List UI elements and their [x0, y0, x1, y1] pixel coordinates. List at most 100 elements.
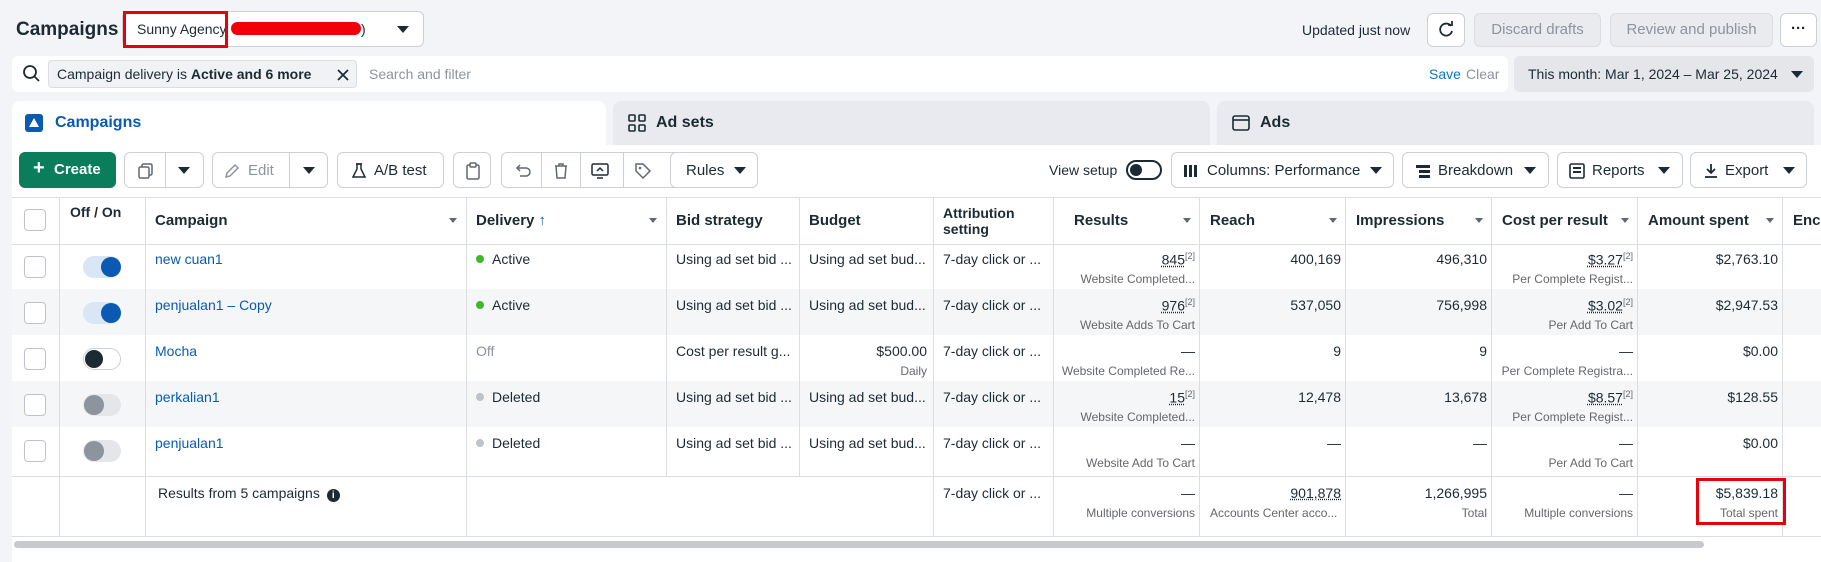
- campaign-name-link[interactable]: perkalian1: [155, 389, 220, 405]
- divider: [580, 153, 581, 187]
- cost-per-result-sub: Per Complete Registra...: [1501, 364, 1633, 378]
- column-header-amount-spent[interactable]: Amount spent: [1648, 212, 1749, 229]
- tab-ads[interactable]: Ads: [1217, 101, 1814, 146]
- column-header-results[interactable]: Results: [1074, 212, 1129, 229]
- sort-caret-icon: [1475, 218, 1483, 223]
- delivery-status-text: Deleted: [492, 389, 541, 405]
- table-row[interactable]: penjualan1 – Copy Active Using ad set bid …: [0, 290, 1821, 336]
- create-button[interactable]: + Create: [19, 152, 116, 188]
- totals-attribution: 7-day click or ...: [943, 485, 1042, 501]
- results-sub: Website Adds To Cart: [1080, 318, 1195, 332]
- highlight-box-account: [123, 11, 228, 48]
- campaign-name-link[interactable]: Mocha: [155, 343, 198, 359]
- ab-test-button[interactable]: A/B test: [337, 152, 444, 188]
- totals-reach: 901,878: [1290, 485, 1341, 501]
- table-row[interactable]: penjualan1 Deleted Using ad set bid ... Usi…: [0, 428, 1821, 474]
- column-header-impressions[interactable]: Impressions: [1356, 212, 1445, 229]
- impressions-value: 756,998: [1436, 297, 1487, 313]
- duplicate-button-group[interactable]: [124, 152, 204, 188]
- attribution-setting: 7-day click or ...: [943, 251, 1042, 267]
- rules-button[interactable]: Rules: [670, 152, 758, 188]
- save-filter-link[interactable]: Save: [1429, 66, 1461, 82]
- campaign-name-link[interactable]: new cuan1: [155, 251, 223, 267]
- campaign-name-link[interactable]: penjualan1 – Copy: [155, 297, 272, 313]
- campaign-toggle[interactable]: [83, 440, 121, 462]
- breakdown-button[interactable]: Breakdown: [1402, 152, 1549, 188]
- table-row[interactable]: perkalian1 Deleted Using ad set bid ... Usi…: [0, 382, 1821, 428]
- column-header-budget[interactable]: Budget: [809, 212, 861, 229]
- column-header-cost-per-result[interactable]: Cost per result: [1502, 212, 1608, 229]
- campaign-name-link[interactable]: penjualan1: [155, 435, 224, 451]
- row-checkbox[interactable]: [24, 440, 46, 462]
- bid-strategy: Using ad set bid ...: [676, 435, 792, 451]
- results-footnote: [2]: [1184, 389, 1195, 399]
- more-options-button[interactable]: ···: [1780, 13, 1817, 47]
- columns-icon: [1184, 165, 1197, 177]
- discard-drafts-button[interactable]: Discard drafts: [1474, 13, 1601, 47]
- reports-button[interactable]: Reports: [1557, 152, 1683, 188]
- tag-icon: [635, 163, 652, 180]
- refresh-button[interactable]: [1427, 13, 1465, 47]
- info-icon[interactable]: i: [326, 489, 340, 502]
- export-button[interactable]: Export: [1690, 152, 1807, 188]
- breakdown-icon: [1416, 165, 1430, 178]
- tab-campaigns[interactable]: Campaigns: [12, 101, 606, 146]
- row-checkbox[interactable]: [24, 348, 46, 370]
- view-setup-toggle[interactable]: [1126, 160, 1162, 180]
- column-header-bid-strategy[interactable]: Bid strategy: [676, 212, 763, 229]
- sort-caret-icon: [1766, 218, 1774, 223]
- results-sub: Website Completed...: [1080, 410, 1196, 424]
- search-input[interactable]: Search and filter: [369, 66, 471, 82]
- action-button-group[interactable]: [501, 152, 685, 188]
- budget-sub: Daily: [900, 364, 927, 378]
- clear-filter-link[interactable]: Clear: [1466, 66, 1500, 82]
- top-bar: Campaigns Sunny Agency ( ) Updated just …: [0, 0, 1821, 57]
- delivery-status: Active: [476, 251, 530, 267]
- create-label: Create: [54, 161, 101, 178]
- column-header-delivery[interactable]: Delivery ↑: [476, 212, 546, 229]
- table-row[interactable]: new cuan1 Active Using ad set bid ... Using…: [0, 244, 1821, 290]
- sort-ascending-icon: ↑: [538, 212, 547, 229]
- search-filter-bar[interactable]: Campaign delivery is Active and 6 more S…: [12, 56, 1508, 92]
- impressions-value: —: [1473, 435, 1487, 451]
- row-checkbox[interactable]: [24, 302, 46, 324]
- clipboard-button[interactable]: [453, 152, 491, 188]
- chevron-down-icon: [1524, 167, 1536, 174]
- column-header-campaign[interactable]: Campaign: [155, 212, 228, 229]
- table-row[interactable]: Mocha Off Cost per result g... $500.00 Daily…: [0, 336, 1821, 382]
- column-header-ends[interactable]: Enc: [1793, 212, 1821, 229]
- select-all-checkbox[interactable]: [24, 209, 46, 231]
- date-range-picker[interactable]: This month: Mar 1, 2024 – Mar 25, 2024: [1514, 56, 1814, 92]
- toggle-knob: [84, 395, 104, 415]
- campaign-toggle[interactable]: [83, 256, 121, 278]
- account-selector[interactable]: Sunny Agency ( ): [122, 11, 424, 47]
- filter-chip-delivery[interactable]: Campaign delivery is Active and 6 more: [48, 60, 357, 88]
- download-icon: [1705, 164, 1717, 178]
- budget-value: Using ad set bud...: [809, 297, 926, 313]
- sort-caret-icon: [1183, 218, 1191, 223]
- column-header-attribution[interactable]: Attribution setting: [943, 205, 1015, 237]
- campaign-toggle[interactable]: [83, 348, 121, 370]
- review-publish-button[interactable]: Review and publish: [1610, 13, 1773, 47]
- row-checkbox[interactable]: [24, 394, 46, 416]
- edit-button-group[interactable]: Edit: [212, 152, 328, 188]
- divider: [541, 153, 542, 187]
- budget-value: Using ad set bud...: [809, 389, 926, 405]
- results-value: 15[2]: [1060, 389, 1195, 406]
- column-header-off-on[interactable]: Off / On: [70, 204, 122, 220]
- columns-button[interactable]: Columns: Performance: [1171, 152, 1394, 188]
- results-sub: Website Completed Re...: [1061, 364, 1195, 378]
- account-paren-close: ): [361, 21, 366, 37]
- tab-ad-sets[interactable]: Ad sets: [613, 101, 1210, 146]
- campaign-toggle[interactable]: [83, 394, 121, 416]
- bid-strategy: Using ad set bid ...: [676, 389, 792, 405]
- tab-ads-label: Ads: [1260, 114, 1291, 131]
- page-title: Campaigns: [16, 19, 119, 40]
- campaign-toggle[interactable]: [83, 302, 121, 324]
- column-header-reach[interactable]: Reach: [1210, 212, 1256, 229]
- horizontal-scrollbar[interactable]: [14, 541, 1704, 548]
- campaigns-panel: [12, 145, 1821, 562]
- row-checkbox[interactable]: [24, 256, 46, 278]
- budget-value: Using ad set bud...: [809, 435, 926, 451]
- amount-spent-value: $2,947.53: [1715, 297, 1778, 313]
